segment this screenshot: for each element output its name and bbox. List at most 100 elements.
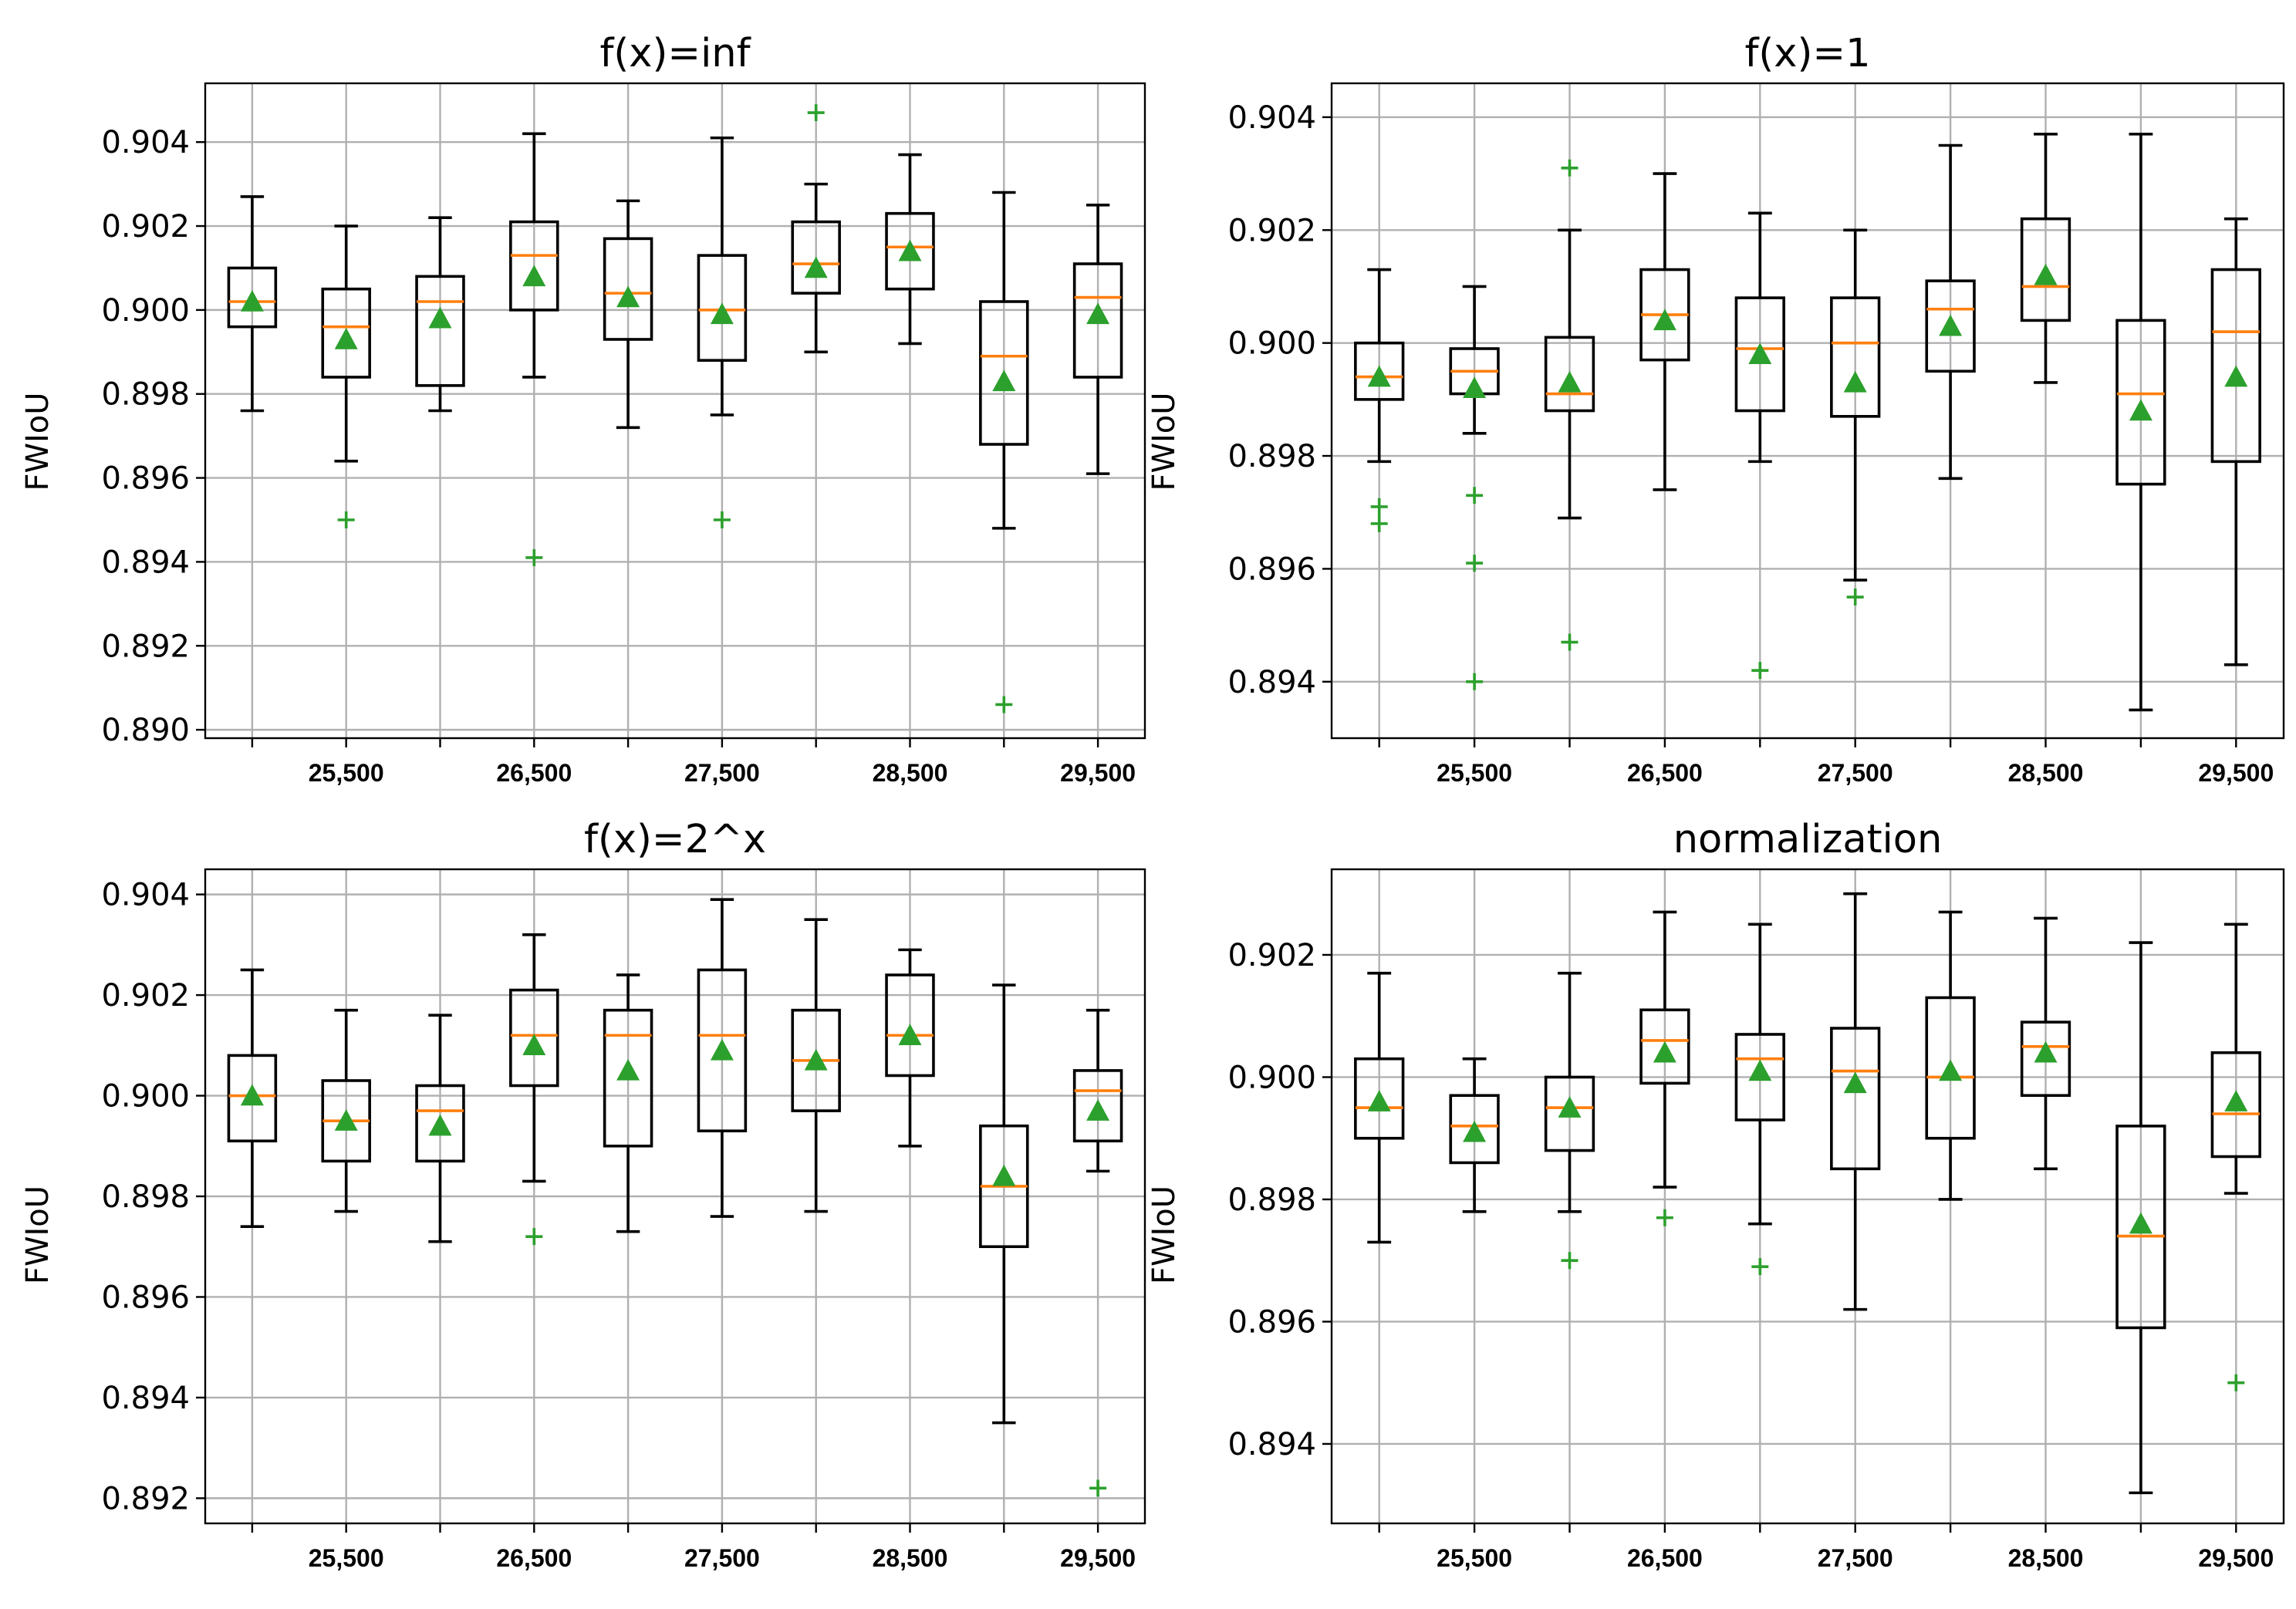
x-tick-label: 25,500 [309, 1544, 384, 1572]
flier-point [1846, 589, 1864, 606]
x-tick-label: 27,500 [1818, 1544, 1893, 1572]
y-tick-label: 0.898 [101, 377, 190, 413]
flier-point [1561, 159, 1578, 177]
box-1 [1354, 268, 1405, 532]
y-tick-label: 0.900 [1227, 1060, 1316, 1095]
box-1 [227, 195, 278, 413]
mean-marker [522, 265, 546, 287]
iqr-box [1830, 296, 1881, 418]
y-tick-label: 0.902 [1227, 213, 1316, 248]
iqr-box [1734, 1033, 1785, 1122]
y-axis-label: FWIoU [20, 1186, 56, 1284]
mean-marker [428, 306, 452, 329]
mean-marker [1367, 365, 1391, 387]
mean-marker [1748, 342, 1772, 365]
flier-point [1751, 1258, 1769, 1276]
box-9 [2115, 941, 2166, 1495]
x-tick-label: 27,500 [684, 1544, 760, 1572]
iqr-box [2115, 1125, 2166, 1330]
flier-point [1656, 1209, 1673, 1226]
iqr-box [791, 220, 841, 295]
mean-marker [1653, 309, 1676, 331]
box-2 [1449, 285, 1500, 690]
mean-marker [1086, 1099, 1110, 1121]
x-tick-label: 29,500 [1060, 759, 1136, 787]
box-4 [1639, 172, 1690, 491]
box-10 [1072, 204, 1123, 475]
box-7 [1925, 143, 1976, 481]
flier-point [337, 511, 355, 528]
box-8 [885, 153, 935, 346]
mean-marker [1939, 1059, 1963, 1081]
mean-marker [1558, 370, 1582, 393]
iqr-box [2020, 217, 2071, 322]
mean-marker [992, 369, 1016, 392]
y-tick-label: 0.892 [101, 629, 190, 664]
iqr-box [603, 237, 653, 341]
box-9 [979, 191, 1029, 713]
iqr-box [1072, 262, 1123, 379]
mean-marker [1748, 1059, 1772, 1081]
mean-marker [1086, 302, 1110, 325]
iqr-box [415, 1084, 465, 1163]
flier-point [807, 104, 825, 122]
box-4 [509, 132, 559, 566]
box-8 [885, 948, 935, 1148]
flier-point [1089, 1479, 1107, 1497]
axes-frame [204, 868, 1146, 1525]
y-tick-label: 0.902 [101, 209, 190, 245]
iqr-box [1544, 336, 1595, 413]
x-tick-label: 25,500 [1437, 1544, 1512, 1572]
x-tick-label: 29,500 [2198, 1544, 2274, 1572]
mean-marker [1463, 1120, 1487, 1142]
box-2 [321, 1008, 371, 1213]
x-tick-label: 28,500 [2008, 1544, 2084, 1572]
mean-marker [2129, 1212, 2152, 1234]
mean-marker [898, 239, 922, 261]
chart-3-panel: f(x)=2^x 0.892 0.894 0.896 0.898 0.900 0.902 0.… [20, 817, 1146, 1572]
box-4 [509, 933, 559, 1246]
iqr-box [697, 968, 748, 1133]
flier-point [1561, 1252, 1578, 1270]
y-axis-label: FWIoU [1146, 392, 1182, 491]
box-7 [791, 918, 841, 1213]
box-6 [697, 136, 748, 528]
mean-marker [2034, 1041, 2058, 1063]
y-tick-label: 0.904 [101, 125, 190, 160]
iqr-box [415, 275, 465, 387]
y-tick-label: 0.900 [101, 1079, 190, 1115]
mean-marker [2224, 365, 2248, 387]
iqr-box [2210, 268, 2261, 464]
x-tick-label: 28,500 [873, 1544, 948, 1572]
box-2 [1449, 1057, 1500, 1213]
box-1 [1354, 971, 1405, 1244]
box-7 [791, 104, 841, 354]
x-tick-label: 27,500 [684, 759, 760, 787]
y-tick-label: 0.898 [1227, 439, 1316, 474]
flier-point [1561, 633, 1578, 651]
box-3 [1544, 159, 1595, 651]
y-tick-label: 0.894 [1227, 665, 1316, 700]
chart-2-panel: f(x)=1 0.894 0.896 0.898 0.900 0.902 0.904 25,5… [1146, 31, 2285, 787]
x-tick-label: 29,500 [1060, 1544, 1136, 1572]
y-tick-label: 0.896 [101, 1280, 190, 1315]
x-tick-label: 25,500 [309, 759, 384, 787]
iqr-box [2020, 1020, 2071, 1098]
mean-marker [1367, 1090, 1391, 1111]
mean-marker [1463, 376, 1487, 398]
y-tick-label: 0.894 [101, 545, 190, 580]
y-tick-label: 0.902 [101, 978, 190, 1014]
flier-point [1466, 555, 1484, 572]
iqr-box [2210, 1051, 2261, 1159]
mean-marker [804, 1048, 828, 1071]
y-tick-label: 0.904 [101, 878, 190, 913]
flier-point [2227, 1374, 2245, 1391]
x-tick-label: 27,500 [1818, 759, 1893, 787]
flier-point [1370, 498, 1388, 515]
mean-marker [2129, 399, 2152, 421]
axes-frame [204, 82, 1146, 740]
mean-marker [992, 1164, 1016, 1186]
mean-marker [2224, 1090, 2248, 1111]
axes-frame [1330, 868, 2285, 1525]
iqr-box [885, 211, 935, 291]
